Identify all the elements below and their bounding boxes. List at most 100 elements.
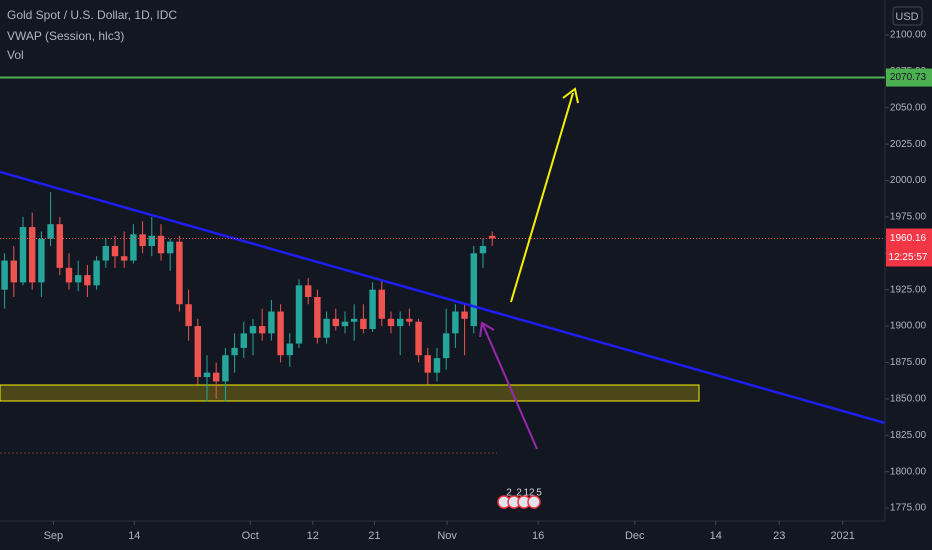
arrow-head bbox=[479, 321, 495, 338]
x-tick-label: 16 bbox=[532, 530, 544, 542]
candle-body bbox=[47, 224, 54, 239]
candle-body bbox=[222, 355, 229, 382]
x-tick-label: Nov bbox=[437, 530, 457, 542]
y-tick-label: 1975.00 bbox=[890, 212, 927, 223]
indicator: Vol bbox=[7, 48, 24, 62]
candle-body bbox=[157, 235, 165, 254]
candle-body bbox=[93, 260, 100, 286]
candle-body bbox=[350, 318, 358, 322]
candle-body bbox=[314, 296, 321, 338]
candle-body bbox=[286, 343, 294, 356]
candle-body bbox=[102, 246, 110, 261]
candle-body bbox=[442, 333, 450, 359]
x-tick-label: Sep bbox=[44, 530, 64, 542]
arrow-up bbox=[510, 92, 574, 303]
y-tick-label: 2025.00 bbox=[890, 139, 927, 150]
y-tick-label: 1875.00 bbox=[890, 357, 927, 368]
candle-body bbox=[323, 318, 330, 338]
x-tick-label: 14 bbox=[710, 530, 722, 542]
currency-button[interactable] bbox=[892, 6, 923, 26]
last-price-bg bbox=[886, 228, 932, 267]
candle-body bbox=[19, 227, 27, 283]
candle-body bbox=[277, 311, 284, 356]
y-tick-label: 2050.00 bbox=[890, 102, 927, 113]
y-tick-label: 1775.00 bbox=[890, 503, 927, 514]
y-tick-label: 1925.00 bbox=[890, 284, 927, 295]
x-tick-label: 23 bbox=[773, 530, 785, 542]
arrow-support bbox=[482, 324, 538, 450]
candle-body bbox=[479, 246, 487, 254]
candle-body bbox=[488, 235, 496, 239]
candle-body bbox=[185, 304, 192, 327]
candle-body bbox=[176, 241, 183, 305]
candle-body bbox=[258, 326, 266, 334]
x-tick-label: 2021 bbox=[830, 530, 854, 542]
candle-body bbox=[231, 347, 238, 356]
y-tick-label: 1850.00 bbox=[890, 394, 927, 405]
candle-body bbox=[387, 318, 395, 327]
candle-body bbox=[130, 234, 137, 261]
event-count: 2 bbox=[506, 488, 512, 499]
candle-body bbox=[341, 321, 349, 327]
candle-body bbox=[249, 326, 257, 334]
candle-body bbox=[240, 333, 248, 348]
candle-body bbox=[415, 321, 422, 356]
candle-body bbox=[332, 318, 340, 327]
candle-body bbox=[433, 358, 441, 373]
chart-title: Gold Spot / U.S. Dollar, 1D, IDC bbox=[7, 8, 177, 22]
y-tick-label: 1825.00 bbox=[890, 430, 927, 441]
candle-body bbox=[396, 318, 404, 327]
level-label: 2070.73 bbox=[890, 72, 927, 83]
y-tick-label: 2000.00 bbox=[890, 175, 927, 186]
x-tick-label: 21 bbox=[368, 530, 380, 542]
candle-body bbox=[38, 238, 45, 283]
countdown: 12:25:57 bbox=[889, 252, 928, 263]
last-price-label: 1960.16 bbox=[890, 233, 927, 244]
event-badge bbox=[527, 495, 541, 509]
y-tick-label: 2100.00 bbox=[890, 30, 927, 41]
candle-body bbox=[1, 260, 8, 290]
event-count: 5 bbox=[536, 488, 542, 499]
candle-body bbox=[424, 355, 432, 373]
candle-body bbox=[148, 235, 156, 247]
candle-body bbox=[120, 256, 128, 261]
x-tick-label: Oct bbox=[242, 530, 259, 542]
candle-body bbox=[166, 241, 174, 254]
candle-body bbox=[139, 234, 146, 247]
candle-body bbox=[212, 372, 220, 382]
candle-body bbox=[203, 372, 211, 378]
level-label-bg bbox=[886, 68, 932, 87]
candle-body bbox=[360, 318, 367, 329]
indicator: VWAP (Session, hlc3) bbox=[7, 29, 124, 43]
event-count: 12 bbox=[523, 488, 535, 499]
price-axis bbox=[885, 0, 932, 550]
candle-body bbox=[84, 275, 91, 286]
candle-body bbox=[369, 289, 376, 329]
event-count: 2 bbox=[516, 488, 522, 499]
candle-body bbox=[304, 285, 312, 297]
currency: USD bbox=[895, 11, 918, 23]
candle-body bbox=[452, 311, 459, 334]
candle-body bbox=[111, 246, 119, 257]
candle-body bbox=[65, 267, 73, 283]
x-tick-label: 14 bbox=[128, 530, 140, 542]
y-tick-label: 1900.00 bbox=[890, 321, 927, 332]
trendline bbox=[0, 170, 886, 425]
candle-body bbox=[406, 318, 413, 322]
support-zone bbox=[0, 384, 700, 402]
candle-body bbox=[28, 227, 36, 283]
candle-body bbox=[10, 260, 18, 283]
candle-body bbox=[378, 289, 386, 319]
candle-body bbox=[194, 326, 202, 378]
candle-body bbox=[470, 253, 477, 327]
candle-body bbox=[295, 285, 303, 344]
candle-body bbox=[74, 275, 82, 283]
x-tick-label: Dec bbox=[625, 530, 645, 542]
candle-body bbox=[56, 224, 64, 268]
candle-body bbox=[268, 311, 275, 334]
x-tick-label: 12 bbox=[307, 530, 319, 542]
y-tick-label: 1800.00 bbox=[890, 466, 927, 477]
candle-body bbox=[461, 311, 468, 319]
